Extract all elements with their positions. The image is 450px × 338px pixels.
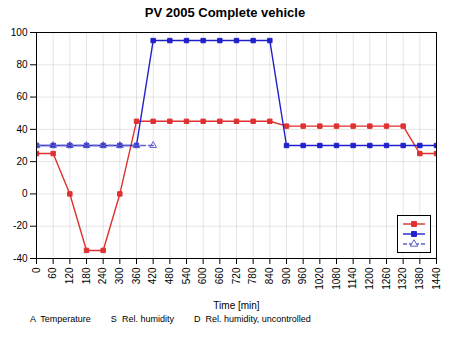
svg-text:-20: -20	[13, 220, 28, 231]
svg-text:840: 840	[264, 267, 275, 284]
svg-text:40: 40	[16, 124, 28, 135]
svg-text:900: 900	[281, 267, 292, 284]
svg-text:1380: 1380	[414, 267, 425, 290]
svg-text:1200: 1200	[364, 267, 375, 290]
html-text:A Temperature S Rel. humidity: A Temperature S Rel. humidity D Rel. hum…	[30, 314, 311, 324]
svg-text:100: 100	[11, 27, 28, 38]
svg-text:1440: 1440	[431, 267, 442, 290]
svg-text:1320: 1320	[397, 267, 408, 290]
svg-text:1020: 1020	[314, 267, 325, 290]
svg-text:80: 80	[16, 59, 28, 70]
svg-text:600: 600	[197, 267, 208, 284]
svg-text:1080: 1080	[331, 267, 342, 290]
svg-text:720: 720	[231, 267, 242, 284]
svg-text:300: 300	[114, 267, 125, 284]
svg-text:240: 240	[97, 267, 108, 284]
svg-text:480: 480	[164, 267, 175, 284]
svg-text:780: 780	[247, 267, 258, 284]
svg-text:660: 660	[214, 267, 225, 284]
svg-text:60: 60	[16, 91, 28, 102]
svg-text:960: 960	[297, 267, 308, 284]
svg-text:Time [min]: Time [min]	[213, 300, 260, 311]
svg-text:0: 0	[31, 267, 42, 273]
svg-text:1260: 1260	[381, 267, 392, 290]
svg-text:540: 540	[181, 267, 192, 284]
svg-text:60: 60	[47, 267, 58, 279]
svg-text:420: 420	[147, 267, 158, 284]
svg-text:0: 0	[22, 188, 28, 199]
svg-text:120: 120	[64, 267, 75, 284]
svg-text:1140: 1140	[347, 267, 358, 289]
svg-text:360: 360	[131, 267, 142, 284]
svg-text:180: 180	[81, 267, 92, 284]
html-text:PV 2005 Complete vehicle: PV 2005 Complete vehicle	[144, 5, 306, 20]
svg-text:20: 20	[16, 156, 28, 167]
svg-text:-40: -40	[13, 253, 28, 264]
